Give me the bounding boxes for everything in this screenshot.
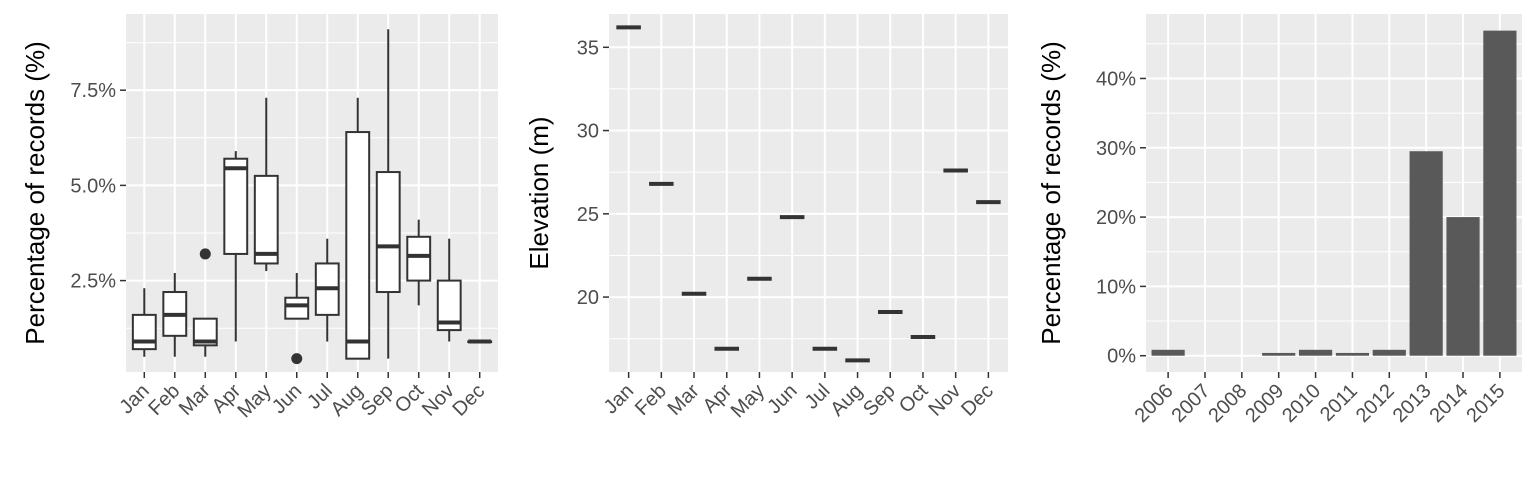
bar-2012	[1372, 349, 1406, 356]
y-tick-label: 35	[577, 37, 599, 59]
bar-2015	[1483, 30, 1517, 356]
box-body	[253, 174, 279, 265]
bar-2014	[1446, 217, 1480, 356]
x-tick-label: May	[727, 380, 769, 422]
box-body	[192, 317, 218, 347]
outlier-point	[291, 353, 303, 365]
box-may	[253, 97, 279, 272]
x-tick-label: 2006	[1131, 380, 1178, 427]
x-tick-label: 2007	[1167, 380, 1214, 427]
x-tick-label: Oct	[391, 380, 429, 418]
y-tick-label: 20	[577, 287, 599, 309]
y-tick-label: 40%	[1096, 68, 1136, 90]
x-tick-label: Mar	[664, 380, 704, 420]
x-tick-label: 2012	[1352, 380, 1399, 427]
x-tick-label: Sep	[859, 380, 900, 421]
y-tick-label: 25	[577, 204, 599, 226]
y-tick-label: 30%	[1096, 138, 1136, 160]
box-sep	[375, 29, 401, 359]
x-tick-label: Oct	[895, 380, 933, 418]
y-tick-label: 30	[577, 121, 599, 143]
bar-2011	[1335, 352, 1370, 356]
x-tick-label: Aug	[826, 380, 867, 421]
x-tick-label: 2008	[1204, 380, 1251, 427]
x-tick-label: 2011	[1316, 380, 1362, 426]
y-tick-label: 20%	[1096, 207, 1136, 229]
y-axis-title: Percentage of records (%)	[20, 41, 50, 344]
box-feb	[162, 272, 188, 357]
bar-2013	[1409, 151, 1443, 356]
box-jun	[284, 272, 310, 365]
box-oct	[406, 219, 432, 306]
box-apr	[223, 151, 249, 342]
x-tick-label: Nov	[924, 380, 965, 421]
x-tick-label: Feb	[631, 380, 671, 420]
box-nov	[436, 238, 462, 342]
bar-2009	[1262, 352, 1296, 356]
y-axis-title: Percentage of records (%)	[1036, 41, 1066, 344]
x-tick-label: 2009	[1241, 380, 1288, 427]
bar-2010	[1298, 349, 1333, 356]
x-tick-label: Jun	[268, 380, 306, 418]
y-tick-label: 2.5%	[70, 271, 116, 293]
box-body	[131, 313, 157, 351]
box-body	[223, 157, 249, 255]
x-tick-label: 2010	[1278, 380, 1325, 427]
box-body	[436, 279, 462, 332]
y-tick-label: 10%	[1096, 276, 1136, 298]
box-jul	[314, 238, 340, 342]
box-mar	[192, 248, 218, 357]
box-jan	[131, 288, 157, 357]
box-body	[345, 131, 371, 360]
panel-background	[126, 14, 498, 372]
outlier-point	[199, 248, 211, 260]
box-body	[406, 235, 432, 282]
box-dec	[467, 339, 493, 344]
x-tick-label: Dec	[957, 380, 998, 421]
y-tick-label: 0%	[1107, 346, 1136, 368]
x-tick-label: Jan	[115, 380, 153, 418]
x-tick-label: Jan	[600, 380, 638, 418]
x-tick-label: 2013	[1389, 380, 1436, 427]
y-axis-title: Elevation (m)	[524, 116, 554, 269]
x-tick-label: Dec	[449, 380, 490, 421]
y-tick-label: 7.5%	[70, 80, 116, 102]
bar-2006	[1151, 349, 1185, 356]
x-tick-label: Jun	[763, 380, 801, 418]
box-body	[375, 171, 401, 294]
x-tick-label: 2015	[1462, 380, 1509, 427]
box-body	[284, 296, 310, 320]
box-aug	[345, 97, 371, 360]
x-tick-label: 2014	[1426, 380, 1473, 427]
box-plot-monthly-percentage: 2.5%5.0%7.5%JanFebMarAprMayJunJulAugSepO…	[20, 14, 498, 422]
y-tick-label: 5.0%	[70, 175, 116, 197]
bar-chart-yearly-percentage: 0%10%20%30%40%20062007200820092010201120…	[1036, 14, 1522, 427]
panel-background	[609, 14, 1008, 372]
